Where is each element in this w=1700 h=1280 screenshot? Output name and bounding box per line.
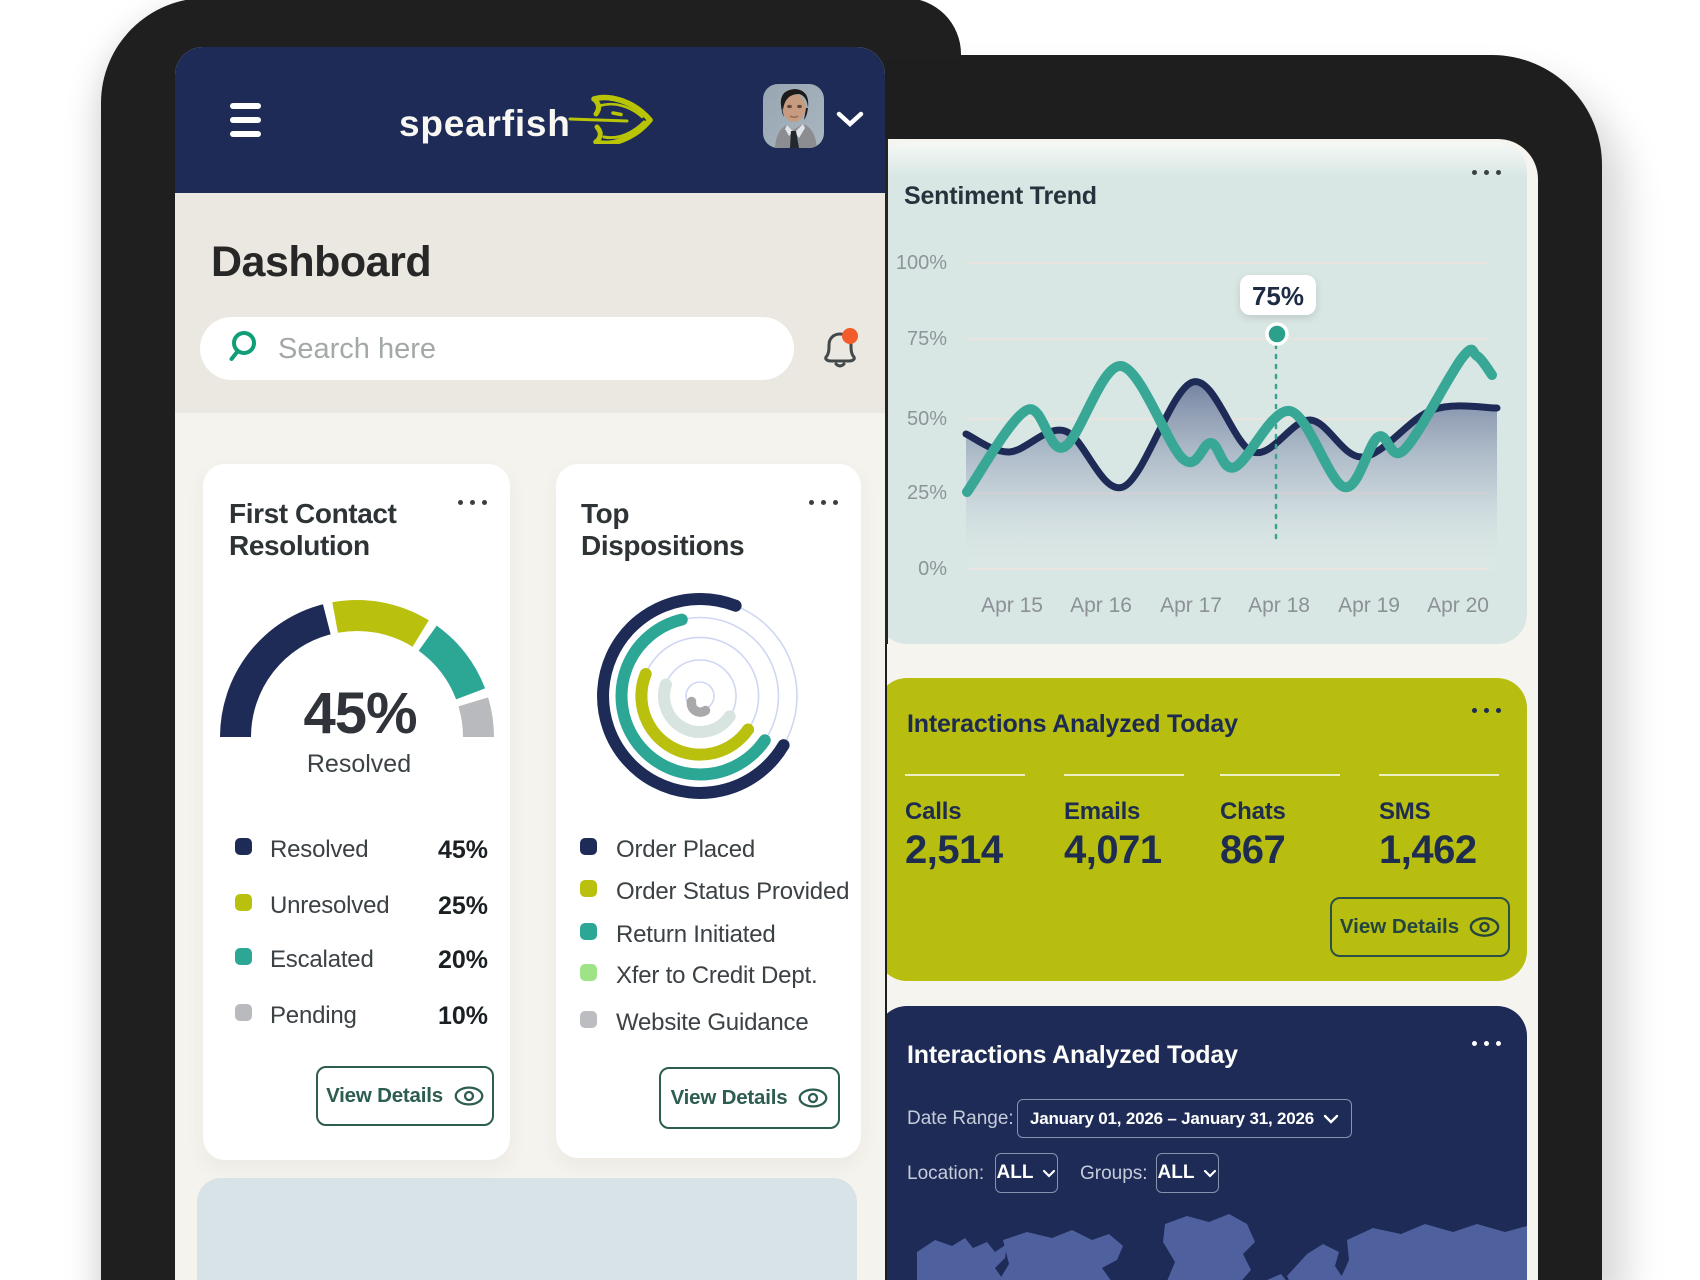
svg-text:75%: 75%	[1252, 281, 1304, 311]
svg-text:45%: 45%	[303, 681, 417, 746]
svg-text:Resolved: Resolved	[307, 750, 411, 778]
